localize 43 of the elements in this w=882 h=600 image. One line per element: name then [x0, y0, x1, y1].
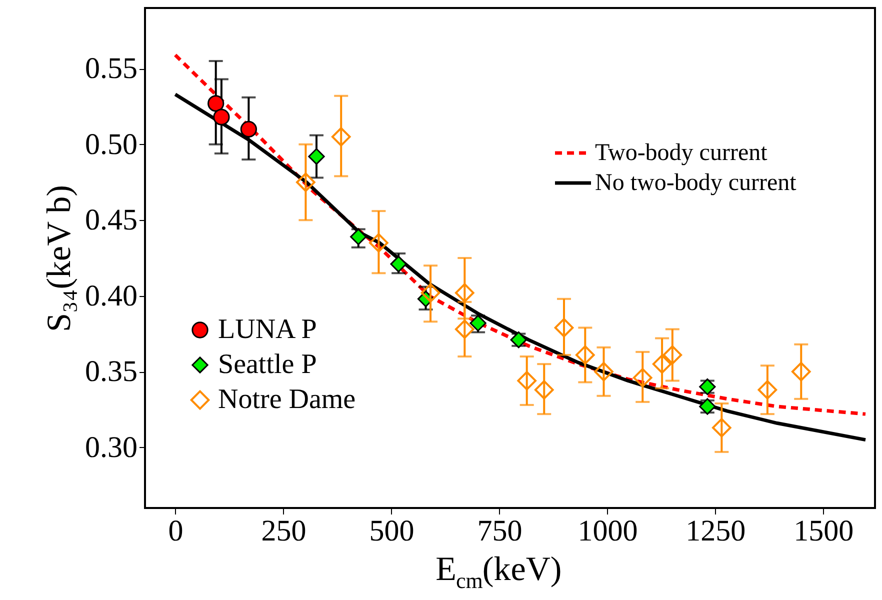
point	[652, 354, 672, 374]
point	[296, 172, 316, 192]
point	[350, 228, 367, 246]
point	[758, 380, 778, 400]
point	[791, 362, 811, 382]
legend-label: Seattle P	[218, 349, 317, 380]
y-tick-label: 0.55	[85, 52, 138, 86]
legend-label: LUNA P	[218, 314, 317, 345]
point	[662, 345, 682, 365]
line-series	[173, 53, 868, 416]
point	[331, 127, 351, 146]
x-tick-label: 1500	[794, 514, 854, 548]
point	[554, 318, 574, 338]
point	[240, 120, 257, 138]
point	[213, 108, 230, 126]
point	[712, 418, 732, 438]
point	[594, 362, 614, 382]
legend-label: Notre Dame	[218, 384, 356, 415]
y-tick-label: 0.45	[85, 204, 138, 237]
y-tick-label: 0.30	[85, 430, 138, 464]
x-tick-label: 750	[477, 514, 522, 548]
x-tick-label: 1000	[578, 514, 638, 548]
point	[208, 95, 224, 112]
legend-label: Two-body current	[595, 140, 768, 166]
x-tick-label: 250	[261, 514, 306, 548]
point	[420, 283, 440, 303]
y-tick-label: 0.50	[85, 128, 138, 161]
legend-label: No two-body current	[595, 170, 797, 196]
point	[632, 368, 652, 388]
point	[454, 283, 474, 303]
point	[308, 148, 325, 165]
point	[576, 345, 595, 365]
point	[517, 371, 537, 390]
x-tick-label: 1250	[686, 514, 746, 548]
y-axis-title: S₃₄(keV b)	[41, 185, 78, 332]
y-tick-label: 0.35	[85, 355, 138, 388]
point	[390, 256, 407, 272]
point	[369, 233, 388, 253]
point	[454, 320, 474, 339]
x-tick-label: 0	[168, 514, 184, 548]
x-tick-label: 500	[369, 514, 414, 548]
point	[534, 380, 554, 400]
y-tick-label: 0.40	[85, 279, 138, 312]
